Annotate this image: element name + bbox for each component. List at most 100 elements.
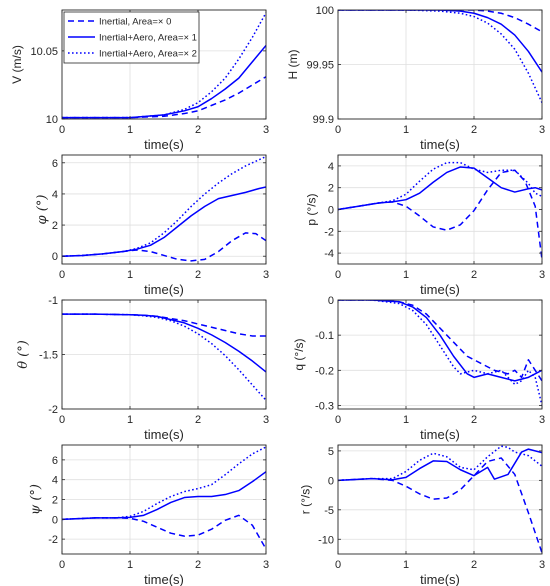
y-tick-label: -2 <box>324 226 334 238</box>
y-tick-label: -1.5 <box>39 350 58 362</box>
y-tick-label: 100 <box>316 5 334 17</box>
y-tick-label: 99.95 <box>306 60 334 72</box>
legend-label: Inertial+Aero, Area=× 1 <box>99 33 197 44</box>
series-line-dashed <box>62 514 266 550</box>
legend-label: Inertial+Aero, Area=× 2 <box>99 49 197 60</box>
series-line-dotted <box>62 12 266 119</box>
series-line-dashed <box>338 300 542 382</box>
y-tick-label: 6 <box>52 455 58 467</box>
axes-box <box>61 154 267 265</box>
x-axis-label: time(s) <box>144 137 184 152</box>
series-line-dotted <box>338 10 542 103</box>
series-line-dotted <box>338 161 542 211</box>
x-tick-label: 0 <box>335 269 341 281</box>
panel-5: 0 1 2 3 -2 -1.5 -1 time(s) θ (°) <box>16 295 269 442</box>
x-tick-label: 2 <box>471 559 477 571</box>
x-axis-label: time(s) <box>420 282 460 297</box>
series-line-solid <box>338 448 542 482</box>
series-line-dotted <box>62 313 266 401</box>
series-line-solid <box>338 300 542 382</box>
panel-6: 0 1 2 3 -0.3 -0.2 -0.1 0 time(s) q (°/s) <box>292 295 545 442</box>
y-tick-label: 0 <box>328 295 334 307</box>
x-tick-label: 0 <box>335 559 341 571</box>
x-tick-label: 2 <box>471 124 477 136</box>
series-line-solid <box>62 186 266 257</box>
series-line-dashed <box>62 313 266 337</box>
y-tick-label: 10.05 <box>30 46 58 58</box>
x-tick-label: 2 <box>195 269 201 281</box>
panel-4: 0 1 2 3 -4 -2 0 2 4 time(s) p (°/s) <box>305 154 545 297</box>
legend: Inertial, Area=× 0 Inertial+Aero, Area=× … <box>63 11 200 64</box>
series-line-dashed <box>338 457 542 554</box>
series-line-dotted <box>62 446 266 521</box>
legend-label: Inertial, Area=× 0 <box>99 17 171 28</box>
plot-area <box>338 445 542 554</box>
y-tick-label: -0.3 <box>315 400 334 412</box>
x-tick-label: 0 <box>59 559 65 571</box>
axes-box <box>337 299 543 410</box>
y-axis-label: θ (°) <box>16 340 31 369</box>
y-tick-label: -5 <box>324 505 334 517</box>
x-tick-label: 3 <box>539 269 545 281</box>
series-line-solid <box>338 10 542 73</box>
y-axis-label: H (m) <box>286 50 300 80</box>
axes-box <box>61 9 267 120</box>
y-tick-label: 6 <box>52 158 58 170</box>
x-tick-label: 1 <box>403 414 409 426</box>
y-tick-label: -0.1 <box>315 330 334 342</box>
y-tick-label: 0 <box>52 514 58 526</box>
y-axis-label: p (°/s) <box>305 193 319 225</box>
y-tick-label: 0 <box>328 205 334 217</box>
x-tick-label: 1 <box>403 124 409 136</box>
x-tick-label: 1 <box>127 414 133 426</box>
y-axis-label: r (°/s) <box>298 485 312 514</box>
y-tick-label: -2 <box>48 404 58 416</box>
y-tick-label: -2 <box>48 534 58 546</box>
x-tick-label: 0 <box>59 269 65 281</box>
y-tick-label: 2 <box>52 495 58 507</box>
y-axis-label: V (m/s) <box>10 45 24 84</box>
y-axis-label: q (°/s) <box>292 338 306 370</box>
y-tick-label: 2 <box>328 183 334 195</box>
y-tick-label: 99.9 <box>313 114 334 126</box>
x-axis-label: time(s) <box>144 427 184 442</box>
panel-3: 0 1 2 3 0 2 4 6 time(s) φ (°) <box>35 154 269 297</box>
x-tick-label: 1 <box>127 269 133 281</box>
x-axis-label: time(s) <box>420 427 460 442</box>
x-tick-label: 0 <box>335 414 341 426</box>
x-tick-label: 3 <box>263 559 269 571</box>
x-tick-label: 3 <box>539 124 545 136</box>
y-tick-label: 0 <box>52 251 58 263</box>
series-line-dashed <box>338 169 542 260</box>
axes-box <box>337 444 543 555</box>
panel-8: 0 1 2 3 -10 -5 0 5 time(s) r (°/s) <box>298 444 545 586</box>
x-tick-label: 1 <box>403 559 409 571</box>
x-tick-label: 3 <box>263 124 269 136</box>
y-axis-label: φ (°) <box>35 195 50 225</box>
x-tick-label: 1 <box>127 124 133 136</box>
x-tick-label: 0 <box>335 124 341 136</box>
x-tick-label: 1 <box>127 559 133 571</box>
plot-area <box>338 300 542 409</box>
x-tick-label: 3 <box>539 559 545 571</box>
x-tick-label: 3 <box>263 269 269 281</box>
x-tick-label: 2 <box>195 559 201 571</box>
y-tick-label: 10 <box>46 114 58 126</box>
y-tick-label: 4 <box>52 475 58 487</box>
x-axis-label: time(s) <box>420 572 460 586</box>
panel-2: 0 1 2 3 99.9 99.95 100 time(s) H (m) <box>286 5 545 152</box>
x-tick-label: 3 <box>263 414 269 426</box>
y-tick-label: -4 <box>324 248 334 260</box>
y-tick-label: 4 <box>328 161 334 173</box>
series-line-dotted <box>338 445 542 482</box>
y-tick-label: -10 <box>318 534 334 546</box>
y-tick-label: -1 <box>48 295 58 307</box>
y-tick-label: -0.2 <box>315 365 334 377</box>
y-tick-label: 2 <box>52 220 58 232</box>
x-tick-label: 2 <box>195 414 201 426</box>
x-tick-label: 0 <box>59 414 65 426</box>
x-tick-label: 2 <box>471 269 477 281</box>
x-axis-label: time(s) <box>144 282 184 297</box>
y-axis-label: ψ (°) <box>29 484 44 515</box>
